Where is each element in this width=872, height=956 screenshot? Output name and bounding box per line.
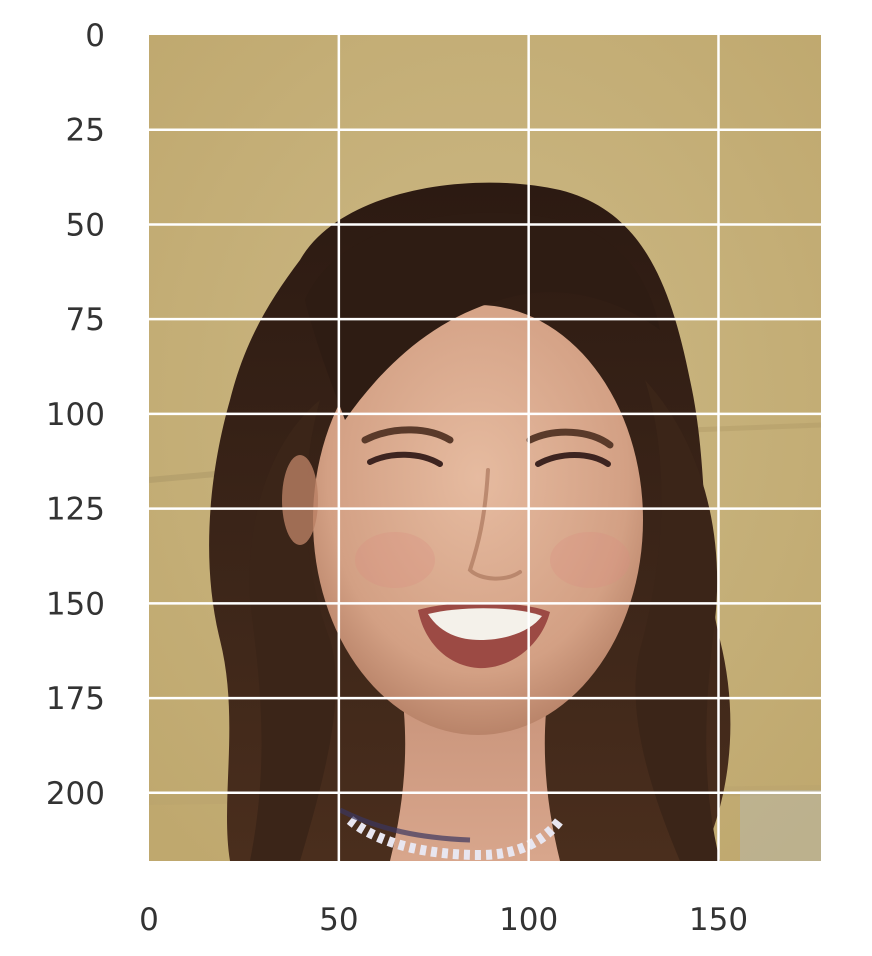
y-tick-label: 0 <box>85 18 105 54</box>
y-tick-label: 25 <box>66 113 105 149</box>
y-tick-label: 175 <box>46 681 105 717</box>
x-tick-label: 0 <box>139 902 159 938</box>
grid-lines <box>149 35 821 861</box>
x-tick-label: 150 <box>689 902 748 938</box>
y-tick-label: 50 <box>66 207 105 243</box>
x-tick-label: 50 <box>319 902 358 938</box>
y-tick-label: 200 <box>46 776 105 812</box>
y-tick-label: 100 <box>46 397 105 433</box>
y-tick-label: 150 <box>46 586 105 622</box>
y-axis-tick-labels: 0 25 50 75 100 125 150 175 200 <box>46 18 105 812</box>
x-axis-tick-labels: 0 50 100 150 <box>139 902 748 938</box>
y-tick-label: 125 <box>46 492 105 528</box>
y-tick-label: 75 <box>66 302 105 338</box>
portrait-photo <box>149 35 821 861</box>
x-tick-label: 100 <box>499 902 558 938</box>
